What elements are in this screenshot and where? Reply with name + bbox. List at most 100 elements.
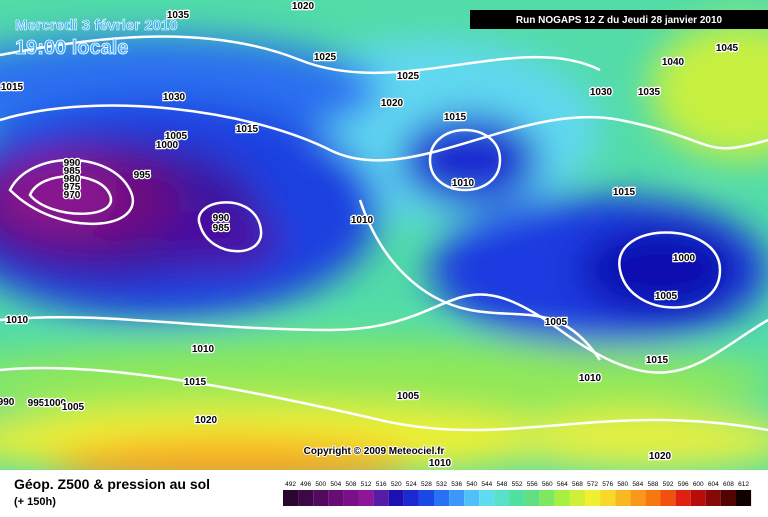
legend-value: 612 bbox=[738, 481, 749, 488]
isobar-label: 1000 bbox=[673, 253, 696, 264]
legend-swatch bbox=[736, 490, 752, 506]
legend-value: 592 bbox=[663, 481, 674, 488]
legend-swatch bbox=[283, 490, 299, 506]
isobar-label: 1015 bbox=[646, 355, 669, 366]
legend-value: 580 bbox=[617, 481, 628, 488]
isobar-label: 1015 bbox=[613, 187, 636, 198]
isobar-label: 1005 bbox=[397, 391, 420, 402]
legend-value: 552 bbox=[512, 481, 523, 488]
legend-value: 556 bbox=[527, 481, 538, 488]
isobar-label: 1040 bbox=[662, 57, 685, 68]
legend-swatch bbox=[343, 490, 359, 506]
isobar-label: 970 bbox=[64, 190, 81, 201]
legend-swatch bbox=[509, 490, 525, 506]
legend-swatch bbox=[660, 490, 676, 506]
legend-swatch bbox=[554, 490, 570, 506]
run-info: Run NOGAPS 12 Z du Jeudi 28 janvier 2010 bbox=[516, 15, 723, 26]
legend-swatch bbox=[328, 490, 344, 506]
footer-lead: (+ 150h) bbox=[14, 496, 56, 508]
legend-value: 596 bbox=[678, 481, 689, 488]
legend-value: 528 bbox=[421, 481, 432, 488]
isobar-label: 1005 bbox=[165, 131, 188, 142]
legend-swatch bbox=[720, 490, 736, 506]
forecast-time: 19:00 locale bbox=[15, 37, 128, 59]
isobar-label: 990 bbox=[0, 397, 15, 408]
isobar-label: 1015 bbox=[1, 82, 24, 93]
legend-swatch bbox=[675, 490, 691, 506]
legend-swatch bbox=[358, 490, 374, 506]
legend-value: 492 bbox=[285, 481, 296, 488]
legend-swatch bbox=[645, 490, 661, 506]
legend-value: 588 bbox=[648, 481, 659, 488]
legend-swatch bbox=[569, 490, 585, 506]
legend-value: 560 bbox=[542, 481, 553, 488]
legend-swatch bbox=[464, 490, 480, 506]
isobar-label: 1020 bbox=[292, 1, 315, 12]
isobar-label: 1000 bbox=[44, 398, 67, 409]
legend-value: 508 bbox=[346, 481, 357, 488]
isobar-label: 1020 bbox=[381, 98, 404, 109]
legend-value: 600 bbox=[693, 481, 704, 488]
isobar-label: 980 bbox=[64, 174, 81, 185]
legend-swatch bbox=[600, 490, 616, 506]
legend-swatch bbox=[479, 490, 495, 506]
legend-value: 536 bbox=[451, 481, 462, 488]
legend-swatch bbox=[418, 490, 434, 506]
legend-value: 572 bbox=[587, 481, 598, 488]
copyright: Copyright © 2009 Meteociel.fr bbox=[304, 446, 445, 457]
isobar-label: 1020 bbox=[649, 451, 672, 462]
isobar-label: 1025 bbox=[314, 52, 337, 63]
legend-swatch bbox=[539, 490, 555, 506]
isobar-label: 1005 bbox=[545, 317, 568, 328]
isobar-label: 990 bbox=[213, 213, 230, 224]
legend-swatch bbox=[585, 490, 601, 506]
legend-swatch bbox=[373, 490, 389, 506]
isobar-label: 1030 bbox=[163, 92, 186, 103]
legend-swatch bbox=[524, 490, 540, 506]
legend-swatch bbox=[388, 490, 404, 506]
color-legend: 492 496 500 504 508 512 516 520 524 528 532 536 540 5… bbox=[283, 481, 752, 506]
isobar-label: 1005 bbox=[655, 291, 678, 302]
legend-value: 500 bbox=[315, 481, 326, 488]
legend-swatch bbox=[434, 490, 450, 506]
isobar-label: 995 bbox=[134, 170, 151, 181]
isobar-label: 1010 bbox=[351, 215, 374, 226]
legend-value: 496 bbox=[300, 481, 311, 488]
isobar-label: 1035 bbox=[638, 87, 661, 98]
legend-swatch bbox=[403, 490, 419, 506]
isobar-label: 975 bbox=[64, 182, 81, 193]
isobar-label: 985 bbox=[213, 223, 230, 234]
isobar-label: 1015 bbox=[236, 124, 259, 135]
isobar-label: 1010 bbox=[429, 458, 452, 469]
legend-value: 564 bbox=[557, 481, 568, 488]
footer-title: Géop. Z500 & pression au sol bbox=[14, 476, 210, 492]
legend-value: 568 bbox=[572, 481, 583, 488]
legend-swatch bbox=[615, 490, 631, 506]
legend-swatch bbox=[494, 490, 510, 506]
legend-swatch bbox=[313, 490, 329, 506]
legend-swatch bbox=[690, 490, 706, 506]
isobar-labels: 1035102010251030100510009959909859809759… bbox=[0, 0, 740, 470]
isobar-label: 1015 bbox=[184, 377, 207, 388]
legend-value: 520 bbox=[391, 481, 402, 488]
legend-swatch bbox=[298, 490, 314, 506]
legend-value: 576 bbox=[602, 481, 613, 488]
isobar-label: 1030 bbox=[590, 87, 613, 98]
legend-value: 604 bbox=[708, 481, 719, 488]
legend-value: 512 bbox=[361, 481, 372, 488]
isobar-label: 1000 bbox=[156, 140, 179, 151]
legend-swatch bbox=[705, 490, 721, 506]
legend-value: 504 bbox=[330, 481, 341, 488]
legend-swatch bbox=[449, 490, 465, 506]
isobar-label: 985 bbox=[64, 166, 81, 177]
legend-value: 608 bbox=[723, 481, 734, 488]
isobar-label: 1015 bbox=[444, 112, 467, 123]
legend-value: 584 bbox=[632, 481, 643, 488]
isobar-label: 1010 bbox=[452, 178, 475, 189]
legend-value: 544 bbox=[481, 481, 492, 488]
forecast-date: Mercredi 3 février 2010 bbox=[15, 17, 178, 34]
isobar-label: 1045 bbox=[716, 43, 739, 54]
isobar-label: 1010 bbox=[6, 315, 29, 326]
legend-value: 540 bbox=[466, 481, 477, 488]
